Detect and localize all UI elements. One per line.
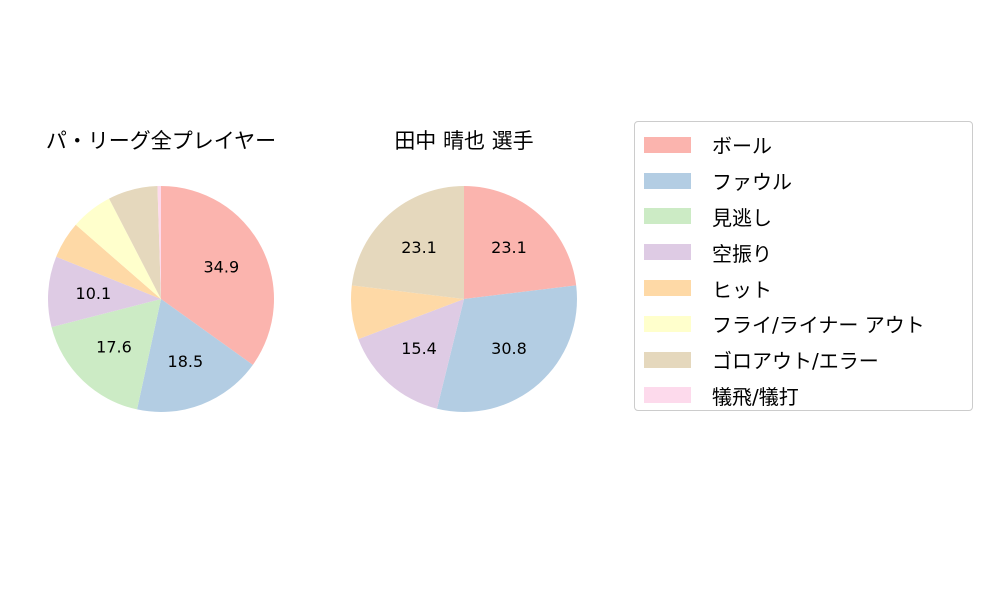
legend-swatch (644, 136, 691, 153)
legend-item: ファウル (635, 163, 972, 199)
pie-slice-player-0 (464, 186, 577, 299)
legend-item: 空振り (635, 234, 972, 270)
pie-title-league: パ・リーグ全プレイヤー (46, 129, 276, 153)
pie-slice-league-4 (56, 224, 161, 299)
legend-swatch (644, 208, 691, 225)
legend-item: 見逃し (635, 199, 972, 235)
legend-swatch (644, 172, 691, 189)
pie-player: 23.1 30.8 15.4 23.1 (350, 186, 577, 412)
legend-label: フライ/ライナー アウト (712, 313, 925, 338)
pie-slice-league-5 (75, 198, 161, 299)
slice-label-player-0: 23.1 (491, 238, 527, 257)
slice-label-player-1: 30.8 (491, 339, 527, 358)
pie-slice-player-6 (351, 186, 464, 299)
pie-slice-league-2 (51, 299, 161, 410)
legend-item: ゴロアウト/エラー (635, 342, 972, 378)
pie-slice-league-1 (137, 299, 253, 413)
pie-slice-player-1 (436, 285, 577, 412)
legend-swatch (644, 315, 691, 332)
legend-label: ファウル (712, 170, 792, 195)
slice-label-league-1: 18.5 (168, 352, 204, 371)
slice-label-league-0: 34.9 (204, 258, 240, 277)
legend-item: 犠飛/犠打 (635, 378, 972, 414)
legend-label: ボール (712, 134, 772, 159)
legend-swatch (644, 280, 691, 297)
legend-item: フライ/ライナー アウト (635, 306, 972, 342)
pie-slice-player-3 (358, 299, 464, 409)
pie-slice-league-0 (161, 186, 275, 365)
pie-slice-league-3 (47, 256, 161, 328)
legend-label: 空振り (712, 241, 772, 266)
legend-swatch (644, 244, 691, 261)
legend-swatch (644, 387, 691, 404)
pie-league: 34.9 18.5 17.6 10.1 (47, 186, 275, 413)
slice-label-player-3: 15.4 (401, 339, 437, 358)
legend-swatch (644, 351, 691, 368)
pie-title-player: 田中 晴也 選手 (394, 129, 533, 153)
slice-label-league-2: 17.6 (96, 337, 132, 356)
pie-slice-player-4 (350, 285, 464, 340)
legend: ボールファウル見逃し空振りヒットフライ/ライナー アウト ゴロアウト/エラー 犠飛/… (634, 121, 973, 411)
slice-label-player-6: 23.1 (401, 238, 437, 257)
slice-label-league-3: 10.1 (76, 284, 112, 303)
pie-slice-league-7 (157, 186, 161, 299)
legend-item: ボール (635, 127, 972, 163)
legend-item: ヒット (635, 270, 972, 306)
pie-slice-league-6 (109, 186, 161, 299)
legend-label: 犠飛/犠打 (712, 384, 799, 409)
legend-label: ヒット (712, 277, 772, 302)
legend-label: 見逃し (712, 205, 772, 230)
legend-label: ゴロアウト/エラー (712, 349, 879, 374)
